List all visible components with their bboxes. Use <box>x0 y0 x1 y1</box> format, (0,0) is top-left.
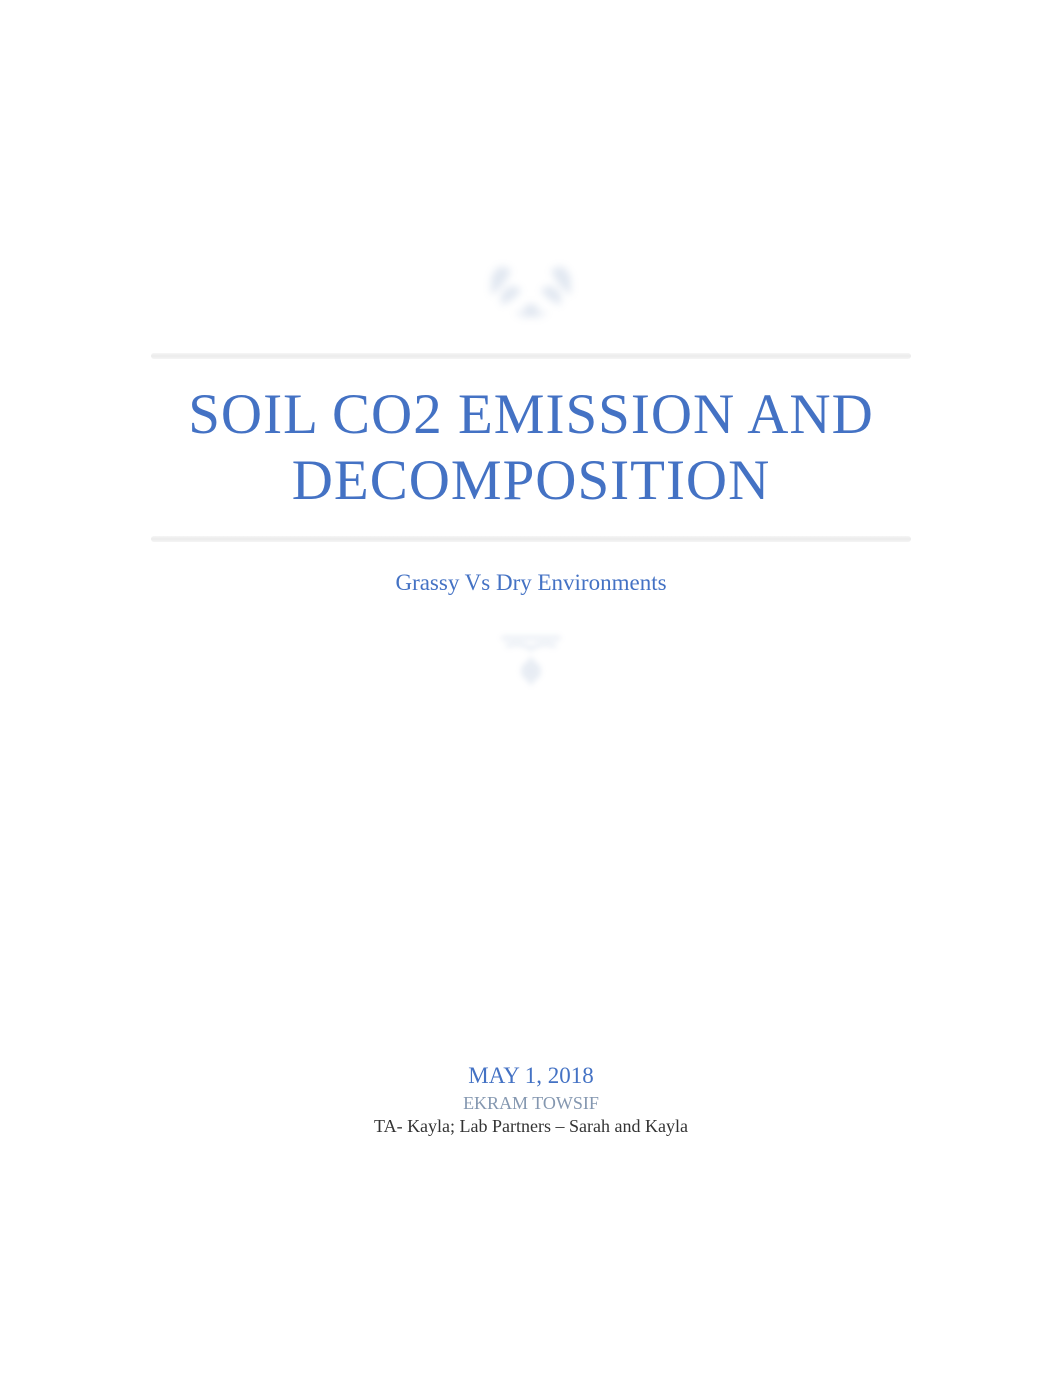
title-block: SOIL CO2 EMISSION AND DECOMPOSITION <box>188 382 874 513</box>
top-divider-line <box>151 353 911 359</box>
footer-block: MAY 1, 2018 EKRAM TOWSIF TA- Kayla; Lab … <box>0 1063 1062 1137</box>
document-subtitle: Grassy Vs Dry Environments <box>395 570 666 596</box>
document-author: EKRAM TOWSIF <box>0 1093 1062 1114</box>
decorative-ornament-top <box>441 240 621 345</box>
document-meta: TA- Kayla; Lab Partners – Sarah and Kayl… <box>0 1116 1062 1137</box>
title-line-1: SOIL CO2 EMISSION AND <box>188 383 874 446</box>
bottom-divider-line <box>151 536 911 542</box>
document-date: MAY 1, 2018 <box>0 1063 1062 1089</box>
document-title: SOIL CO2 EMISSION AND DECOMPOSITION <box>188 382 874 513</box>
document-cover-page: SOIL CO2 EMISSION AND DECOMPOSITION Gras… <box>0 0 1062 1377</box>
title-line-2: DECOMPOSITION <box>292 449 771 512</box>
decorative-ornament-bottom <box>471 621 591 706</box>
